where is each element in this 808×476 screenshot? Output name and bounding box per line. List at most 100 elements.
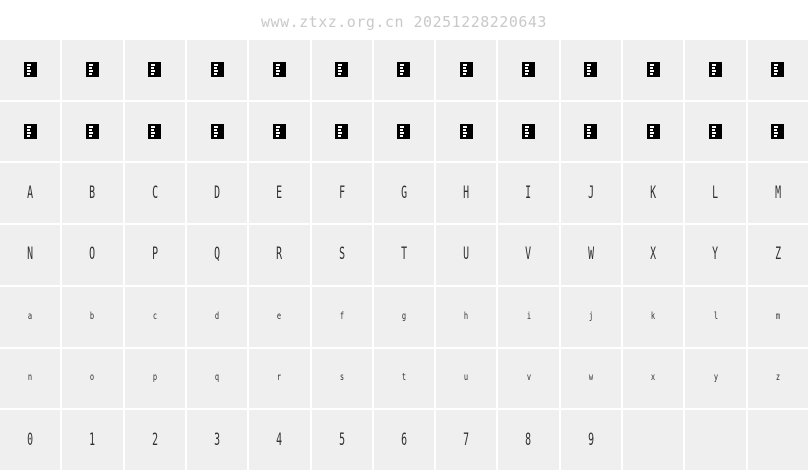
glyph-cell-x: x — [623, 348, 684, 409]
glyph-cell-l: l — [685, 286, 746, 347]
glyph-char: R — [276, 244, 283, 265]
missing-glyph-cell — [436, 40, 497, 100]
glyph-char: s — [339, 372, 344, 384]
glyph-cell-t: t — [373, 348, 435, 409]
glyph-char: l — [713, 310, 718, 322]
glyph-char: X — [650, 244, 657, 265]
missing-glyph-cell — [498, 101, 559, 162]
glyph-cell-j: j — [560, 286, 622, 347]
missing-glyph-icon — [148, 62, 162, 78]
glyph-char: h — [464, 310, 469, 322]
glyph-cell-u: u — [436, 348, 497, 409]
empty-cell — [747, 410, 808, 470]
missing-glyph-cell — [249, 40, 310, 100]
missing-glyph-icon — [85, 124, 99, 140]
glyph-cell-1: 1 — [62, 410, 123, 470]
glyph-char: t — [401, 372, 407, 384]
missing-glyph-cell — [124, 101, 185, 162]
glyph-char: a — [28, 310, 33, 322]
glyph-char: 7 — [463, 429, 470, 450]
glyph-char: p — [152, 372, 157, 384]
glyph-char: Y — [712, 244, 719, 265]
glyph-cell-0: 0 — [0, 410, 61, 470]
glyph-cell-4: 4 — [249, 410, 310, 470]
glyph-char: 3 — [214, 429, 221, 450]
glyph-cell-V: V — [498, 225, 559, 285]
glyph-cell-K: K — [623, 163, 684, 224]
glyph-char: w — [588, 372, 594, 384]
missing-glyph-icon — [709, 124, 723, 140]
glyph-char: T — [401, 244, 407, 265]
missing-glyph-icon — [522, 62, 536, 78]
missing-glyph-icon — [397, 62, 411, 78]
missing-glyph-cell — [249, 101, 310, 162]
missing-glyph-icon — [397, 124, 411, 140]
missing-glyph-icon — [335, 124, 349, 140]
glyph-char: v — [526, 372, 531, 384]
glyph-char: z — [775, 372, 780, 384]
glyph-char: d — [214, 310, 220, 322]
missing-glyph-cell — [0, 101, 61, 162]
missing-glyph-icon — [459, 124, 473, 140]
glyph-cell-6: 6 — [373, 410, 435, 470]
glyph-cell-p: p — [124, 348, 185, 409]
glyph-char: x — [651, 372, 656, 384]
glyph-cell-M: M — [747, 163, 808, 224]
glyph-char: 0 — [27, 429, 34, 450]
missing-glyph-icon — [23, 62, 37, 78]
glyph-cell-A: A — [0, 163, 61, 224]
glyph-cell-W: W — [560, 225, 622, 285]
glyph-cell-O: O — [62, 225, 123, 285]
glyph-cell-R: R — [249, 225, 310, 285]
glyph-char: k — [651, 310, 656, 322]
glyph-char: B — [89, 182, 96, 203]
glyph-char: g — [401, 310, 407, 322]
glyph-char: y — [713, 372, 718, 384]
watermark-text: www.ztxz.org.cn 20251228220643 — [261, 13, 547, 31]
missing-glyph-icon — [148, 124, 162, 140]
missing-glyph-icon — [584, 124, 598, 140]
glyph-char: F — [338, 182, 345, 203]
glyph-cell-Y: Y — [685, 225, 746, 285]
missing-glyph-cell — [560, 40, 622, 100]
glyph-cell-H: H — [436, 163, 497, 224]
glyph-char: S — [338, 244, 345, 265]
missing-glyph-cell — [124, 40, 185, 100]
glyph-cell-P: P — [124, 225, 185, 285]
missing-glyph-cell — [311, 101, 372, 162]
missing-glyph-cell — [186, 101, 248, 162]
glyph-cell-B: B — [62, 163, 123, 224]
glyph-char: r — [277, 372, 282, 384]
missing-glyph-cell — [436, 101, 497, 162]
glyph-char: D — [214, 182, 221, 203]
glyph-char: 5 — [338, 429, 345, 450]
missing-glyph-cell — [685, 101, 746, 162]
glyph-char: G — [401, 182, 407, 203]
glyph-cell-e: e — [249, 286, 310, 347]
glyph-char: I — [525, 182, 532, 203]
glyph-char: i — [526, 310, 531, 322]
missing-glyph-icon — [335, 62, 349, 78]
glyph-char: U — [463, 244, 470, 265]
glyph-cell-D: D — [186, 163, 248, 224]
glyph-cell-b: b — [62, 286, 123, 347]
glyph-cell-Q: Q — [186, 225, 248, 285]
glyph-char: C — [151, 182, 158, 203]
missing-glyph-icon — [210, 124, 224, 140]
glyph-cell-2: 2 — [124, 410, 185, 470]
missing-glyph-icon — [646, 124, 660, 140]
glyph-cell-a: a — [0, 286, 61, 347]
missing-glyph-cell — [560, 101, 622, 162]
glyph-cell-r: r — [249, 348, 310, 409]
glyph-cell-3: 3 — [186, 410, 248, 470]
glyph-char: O — [89, 244, 96, 265]
missing-glyph-icon — [272, 62, 286, 78]
glyph-cell-5: 5 — [311, 410, 372, 470]
glyph-char: Z — [774, 244, 781, 265]
glyph-char: f — [339, 310, 344, 322]
glyph-cell-s: s — [311, 348, 372, 409]
glyph-cell-i: i — [498, 286, 559, 347]
glyph-cell-v: v — [498, 348, 559, 409]
glyph-cell-G: G — [373, 163, 435, 224]
